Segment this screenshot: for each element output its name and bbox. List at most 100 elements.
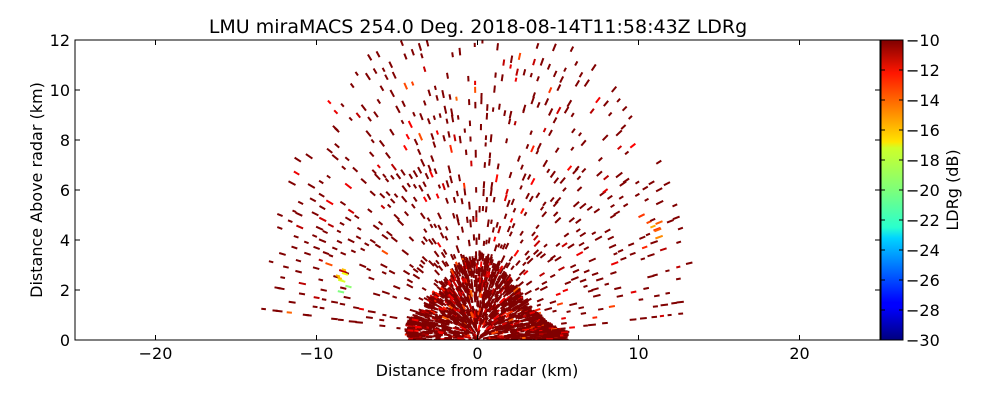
radar-echo bbox=[268, 260, 274, 264]
radar-echo bbox=[467, 239, 471, 247]
colorbar-tick-label: −24 bbox=[906, 241, 940, 260]
radar-echo bbox=[471, 270, 475, 277]
colorbar-tick-label: −18 bbox=[906, 151, 940, 170]
radar-echo bbox=[417, 325, 423, 329]
radar-echo bbox=[522, 261, 527, 267]
radar-echo bbox=[446, 334, 452, 337]
radar-echo bbox=[562, 288, 569, 293]
radar-echo bbox=[580, 312, 587, 315]
radar-echo bbox=[500, 299, 508, 307]
radar-echo bbox=[444, 298, 452, 306]
radar-echo bbox=[446, 72, 449, 79]
colorbar-tick-label: −26 bbox=[906, 271, 940, 290]
radar-echo bbox=[467, 281, 472, 289]
radar-echo bbox=[481, 318, 486, 324]
x-axis-label: Distance from radar (km) bbox=[376, 361, 579, 380]
radar-echo bbox=[490, 318, 499, 325]
radar-echo bbox=[588, 323, 596, 327]
radar-echo bbox=[412, 169, 419, 178]
radar-echo bbox=[524, 289, 532, 296]
radar-echo bbox=[644, 197, 649, 202]
radar-echo bbox=[676, 240, 682, 244]
radar-echo bbox=[355, 112, 361, 119]
radar-echo bbox=[546, 168, 551, 174]
radar-echo bbox=[563, 232, 570, 238]
radar-echo bbox=[505, 273, 512, 282]
radar-echo bbox=[531, 316, 538, 320]
radar-echo bbox=[510, 299, 517, 305]
radar-echo bbox=[629, 142, 637, 149]
radar-echo bbox=[498, 318, 506, 324]
radar-echo bbox=[412, 183, 418, 189]
radar-echo bbox=[369, 190, 376, 197]
radar-echo bbox=[288, 300, 296, 304]
radar-echo bbox=[482, 298, 486, 306]
radar-echo bbox=[607, 235, 615, 241]
radar-echo bbox=[467, 317, 472, 324]
radar-echo bbox=[298, 281, 307, 286]
radar-echo bbox=[493, 85, 496, 93]
radar-echo bbox=[490, 259, 494, 266]
radar-echo bbox=[441, 260, 448, 268]
radar-echo bbox=[541, 280, 548, 286]
radar-echo bbox=[418, 184, 424, 192]
radar-echo bbox=[552, 70, 558, 78]
radar-echo bbox=[529, 320, 537, 324]
radar-echo bbox=[512, 331, 520, 335]
x-tick-label: 20 bbox=[789, 344, 809, 363]
radar-echo bbox=[572, 201, 580, 208]
radar-echo bbox=[554, 147, 560, 154]
radar-echo bbox=[282, 265, 289, 269]
radar-echo bbox=[428, 169, 434, 178]
radar-echo bbox=[489, 312, 495, 318]
radar-echo bbox=[492, 196, 496, 203]
radar-echo bbox=[497, 243, 501, 248]
radar-echo bbox=[369, 238, 376, 244]
radar-echo bbox=[378, 139, 385, 148]
radar-echo bbox=[629, 251, 636, 256]
radar-echo bbox=[615, 129, 623, 137]
radar-echo bbox=[331, 317, 338, 321]
radar-echo bbox=[579, 231, 587, 238]
radar-echo bbox=[499, 297, 506, 304]
radar-echo bbox=[354, 214, 360, 220]
radar-echo bbox=[459, 311, 466, 318]
radar-echo bbox=[457, 279, 462, 285]
radar-echo bbox=[441, 89, 445, 99]
radar-echo bbox=[503, 110, 507, 117]
colorbar-tick-label: −30 bbox=[906, 331, 940, 350]
radar-echo bbox=[492, 275, 497, 282]
radar-echo bbox=[311, 211, 319, 217]
radar-echo bbox=[521, 328, 530, 332]
radar-echo bbox=[499, 267, 504, 275]
radar-echo bbox=[536, 76, 540, 82]
radar-echo bbox=[380, 204, 386, 210]
radar-echo bbox=[522, 314, 528, 318]
radar-echo bbox=[489, 276, 494, 284]
radar-echo bbox=[437, 265, 444, 272]
radar-echo bbox=[628, 115, 633, 120]
radar-echo bbox=[401, 100, 406, 108]
radar-echo bbox=[422, 196, 428, 203]
radar-echo bbox=[407, 329, 414, 332]
radar-echo bbox=[560, 327, 566, 330]
radar-echo bbox=[331, 154, 339, 161]
radar-echo bbox=[385, 191, 391, 197]
radar-echo bbox=[489, 257, 493, 264]
radar-echo bbox=[512, 313, 518, 318]
radar-echo bbox=[395, 173, 402, 180]
radar-echo bbox=[447, 131, 451, 138]
radar-echo bbox=[374, 243, 382, 249]
radar-echo bbox=[500, 255, 506, 264]
radar-echo bbox=[578, 71, 584, 78]
radar-echo bbox=[494, 292, 499, 298]
radar-echo bbox=[501, 328, 510, 333]
radar-echo bbox=[493, 244, 498, 252]
radar-echo bbox=[402, 269, 411, 276]
radar-echo bbox=[435, 333, 443, 337]
radar-echo bbox=[570, 112, 575, 118]
radar-echo bbox=[539, 253, 547, 259]
radar-echo bbox=[421, 255, 428, 262]
radar-echo bbox=[488, 158, 491, 166]
radar-echo bbox=[543, 243, 548, 248]
